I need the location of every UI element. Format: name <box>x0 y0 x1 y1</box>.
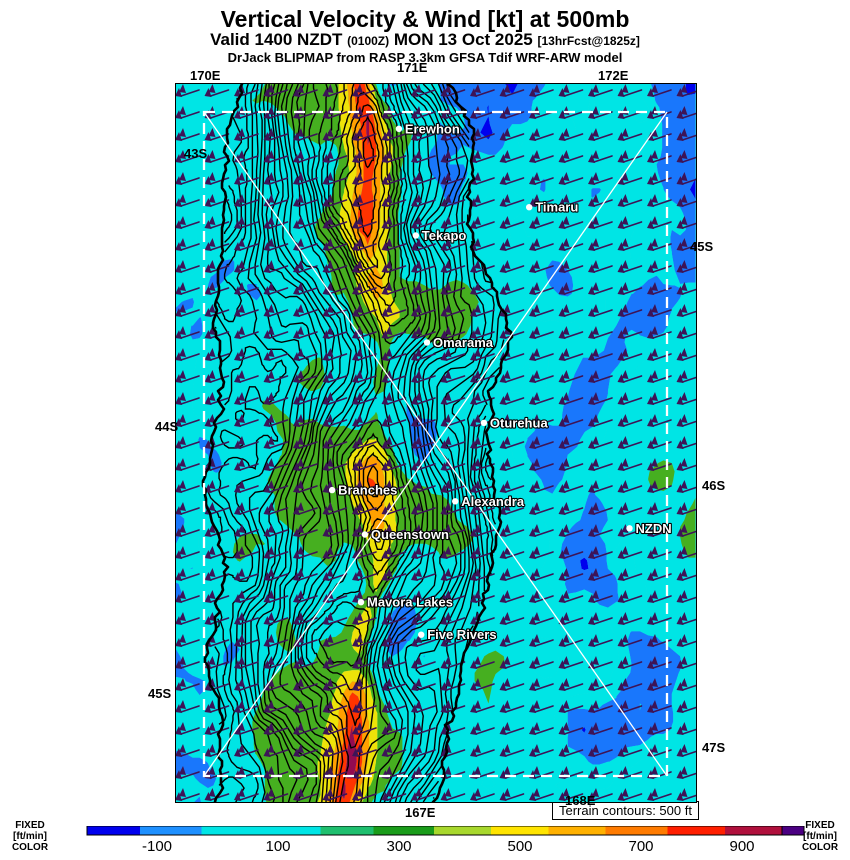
svg-text:Alexandra: Alexandra <box>461 494 525 509</box>
svg-text:Omarama: Omarama <box>433 335 494 350</box>
svg-text:Timaru: Timaru <box>535 200 578 215</box>
svg-text:Tekapo: Tekapo <box>422 228 467 243</box>
svg-text:Erewhon: Erewhon <box>405 121 460 136</box>
svg-text:Five Rivers: Five Rivers <box>427 627 496 642</box>
svg-text:NZDN: NZDN <box>636 521 672 536</box>
svg-text:Queenstown: Queenstown <box>371 527 449 542</box>
svg-text:Mavora Lakes: Mavora Lakes <box>367 595 453 610</box>
svg-text:Branches: Branches <box>338 483 397 498</box>
svg-text:Oturehua: Oturehua <box>490 415 549 430</box>
